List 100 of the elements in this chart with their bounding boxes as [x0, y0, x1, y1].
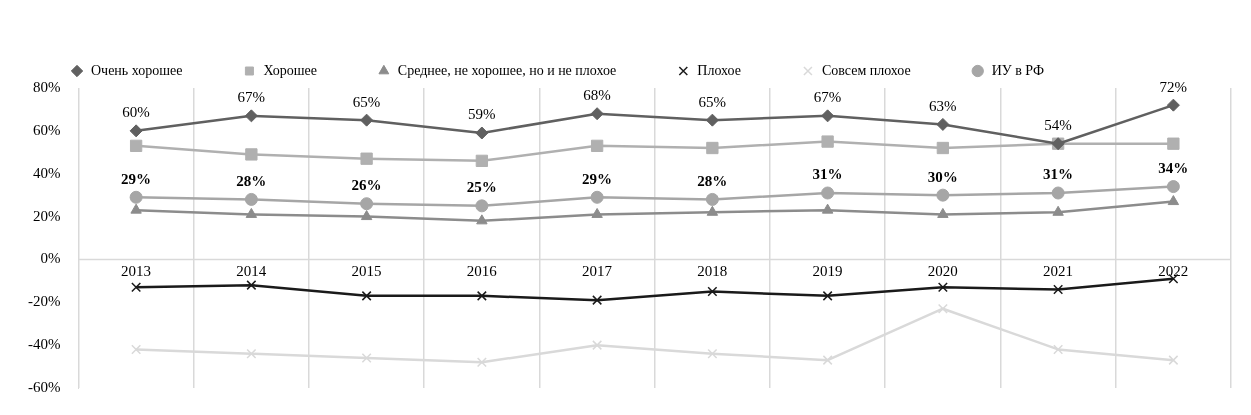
point	[936, 188, 950, 202]
point	[707, 286, 718, 297]
legend-label: Хорошее	[263, 62, 317, 78]
data-label: 29%	[121, 170, 152, 187]
point	[1053, 344, 1064, 355]
point	[591, 207, 603, 218]
point	[821, 135, 834, 148]
x-tick-label: 2019	[812, 263, 843, 280]
data-label: 25%	[466, 179, 497, 196]
point	[360, 210, 373, 221]
x-tick-label: 2014	[236, 263, 267, 280]
x-tick-label: 2020	[927, 263, 958, 280]
legend-label: Совсем плохое	[821, 62, 911, 78]
point	[476, 290, 487, 301]
data-label: 65%	[698, 93, 727, 110]
point	[476, 357, 487, 368]
data-label: 34%	[1158, 159, 1189, 176]
x-tick-label: 2022	[1158, 263, 1189, 280]
point	[822, 355, 833, 366]
data-label: 72%	[1159, 78, 1188, 95]
point	[475, 199, 489, 213]
point	[936, 141, 950, 155]
point	[592, 295, 603, 306]
point	[590, 139, 604, 153]
point	[244, 109, 258, 123]
y-tick-label: 40%	[32, 164, 61, 181]
x-tick-label: 2013	[121, 263, 152, 280]
y-tick-label: 80%	[32, 78, 61, 95]
point	[360, 197, 374, 211]
x-tick-label: 2018	[697, 263, 728, 280]
point	[131, 344, 142, 355]
point	[936, 117, 950, 131]
point	[1052, 205, 1064, 216]
point	[1166, 180, 1180, 194]
point	[361, 290, 372, 301]
point	[705, 113, 719, 127]
data-label: 67%	[813, 89, 842, 106]
point	[1168, 355, 1179, 366]
data-label: 28%	[697, 172, 728, 189]
point	[129, 190, 143, 204]
data-label: 67%	[237, 89, 266, 106]
point	[1167, 137, 1180, 150]
point	[360, 113, 374, 127]
x-tick-label: 2016	[466, 263, 498, 280]
y-tick-label: 0%	[40, 250, 61, 267]
data-label: 59%	[468, 106, 496, 123]
point	[361, 353, 372, 363]
point	[821, 203, 834, 214]
point	[821, 186, 835, 200]
point	[590, 107, 604, 121]
y-tick-label: -60%	[27, 378, 61, 395]
point	[130, 203, 142, 214]
point	[246, 280, 257, 291]
data-label: 31%	[1043, 166, 1074, 183]
y-tick-label: -40%	[27, 336, 61, 353]
point	[592, 340, 603, 351]
x-tick-label: 2015	[351, 263, 382, 280]
point	[476, 214, 488, 225]
data-label: 54%	[1044, 117, 1072, 134]
x-tick-label: 2021	[1043, 263, 1074, 280]
legend-label: ИУ в РФ	[991, 62, 1044, 78]
point	[822, 290, 833, 301]
point	[129, 139, 143, 153]
point	[360, 152, 373, 165]
point	[129, 124, 143, 138]
point	[1166, 98, 1180, 112]
legend-label: Среднее, не хорошее, но и не плохое	[397, 62, 617, 78]
point	[937, 282, 948, 293]
data-label: 63%	[929, 97, 957, 114]
legend-label: Плохое	[697, 62, 741, 78]
point	[706, 141, 719, 155]
point	[1167, 195, 1180, 206]
point	[1053, 284, 1064, 295]
point	[131, 282, 142, 293]
point	[475, 126, 489, 140]
data-label: 28%	[236, 172, 267, 189]
data-label: 68%	[583, 87, 611, 104]
x-tick-label: 2017	[582, 263, 613, 280]
y-tick-label: 20%	[32, 207, 61, 224]
point	[821, 109, 835, 123]
point	[937, 207, 949, 218]
point	[705, 192, 719, 206]
data-label: 26%	[351, 177, 382, 194]
data-label: 29%	[582, 170, 613, 187]
data-label: 65%	[352, 93, 381, 110]
legend-label: Очень хорошее	[91, 62, 183, 78]
point	[245, 148, 258, 161]
point	[244, 192, 258, 206]
point	[475, 154, 489, 168]
y-tick-label: 60%	[32, 121, 61, 138]
y-tick-label: -20%	[27, 293, 61, 310]
point	[706, 205, 719, 216]
data-label: 31%	[812, 166, 843, 183]
data-label: 30%	[927, 168, 958, 185]
point	[246, 348, 257, 359]
point	[590, 190, 604, 204]
data-label: 60%	[122, 104, 150, 121]
point	[937, 303, 948, 314]
point	[707, 348, 718, 359]
point	[1051, 186, 1065, 200]
